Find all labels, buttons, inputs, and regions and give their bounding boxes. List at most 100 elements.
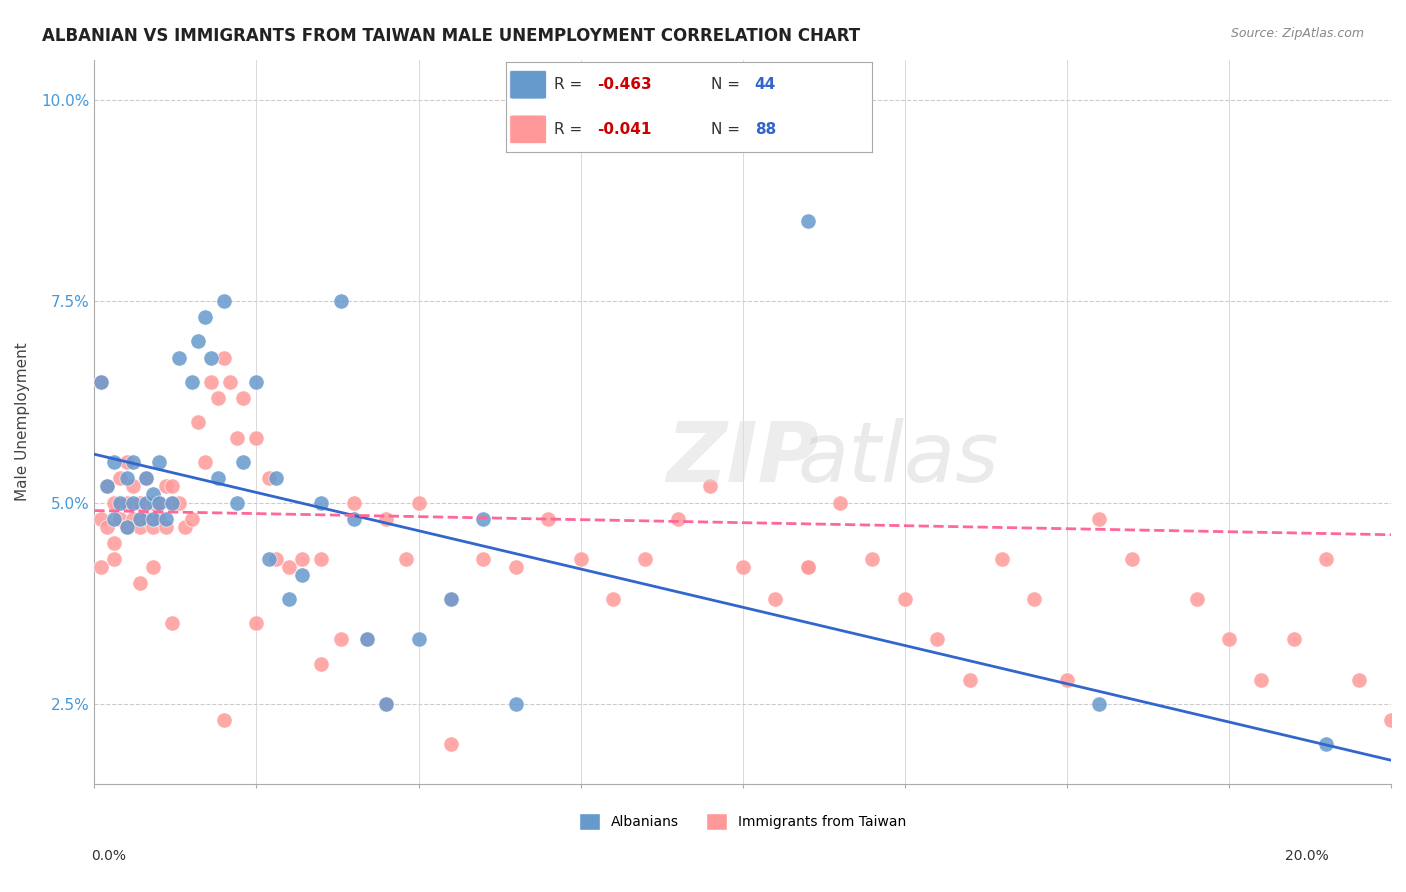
- Point: [343, 511, 366, 525]
- Point: [96, 519, 118, 533]
- Point: [505, 697, 527, 711]
- Text: R =: R =: [554, 122, 586, 136]
- Point: [440, 737, 463, 751]
- Text: -0.463: -0.463: [598, 78, 652, 92]
- Point: [103, 511, 125, 525]
- Point: [135, 511, 157, 525]
- Point: [1282, 632, 1305, 647]
- Point: [264, 552, 287, 566]
- Point: [135, 471, 157, 485]
- Text: 0.0%: 0.0%: [91, 849, 127, 863]
- Text: -0.041: -0.041: [598, 122, 652, 136]
- Point: [90, 511, 112, 525]
- Point: [115, 495, 138, 509]
- Point: [187, 334, 209, 349]
- Point: [148, 495, 170, 509]
- Text: ALBANIAN VS IMMIGRANTS FROM TAIWAN MALE UNEMPLOYMENT CORRELATION CHART: ALBANIAN VS IMMIGRANTS FROM TAIWAN MALE …: [42, 27, 860, 45]
- Point: [329, 294, 352, 309]
- Point: [343, 495, 366, 509]
- Point: [1185, 592, 1208, 607]
- Point: [142, 560, 165, 574]
- Point: [1315, 552, 1337, 566]
- Point: [1024, 592, 1046, 607]
- Point: [356, 632, 378, 647]
- Point: [860, 552, 883, 566]
- Point: [291, 568, 314, 582]
- Point: [245, 375, 267, 389]
- Point: [212, 294, 235, 309]
- Point: [796, 560, 818, 574]
- Point: [128, 576, 150, 591]
- Point: [634, 552, 657, 566]
- Point: [440, 592, 463, 607]
- FancyBboxPatch shape: [510, 70, 547, 99]
- Text: atlas: atlas: [797, 417, 1000, 499]
- Point: [291, 552, 314, 566]
- Point: [309, 495, 332, 509]
- Point: [763, 592, 786, 607]
- Point: [200, 375, 222, 389]
- Point: [96, 479, 118, 493]
- Point: [1088, 511, 1111, 525]
- Point: [828, 495, 851, 509]
- Text: N =: N =: [711, 78, 745, 92]
- Point: [472, 552, 495, 566]
- Point: [148, 455, 170, 469]
- Point: [212, 713, 235, 727]
- Point: [1379, 713, 1402, 727]
- Point: [1315, 737, 1337, 751]
- Text: 20.0%: 20.0%: [1285, 849, 1329, 863]
- Point: [1218, 632, 1240, 647]
- Point: [277, 592, 299, 607]
- Point: [142, 519, 165, 533]
- Point: [193, 455, 215, 469]
- Point: [90, 560, 112, 574]
- Point: [226, 495, 249, 509]
- Text: Source: ZipAtlas.com: Source: ZipAtlas.com: [1230, 27, 1364, 40]
- Point: [160, 495, 183, 509]
- Point: [122, 455, 145, 469]
- Text: R =: R =: [554, 78, 586, 92]
- Point: [212, 351, 235, 365]
- Point: [110, 495, 132, 509]
- Point: [167, 351, 190, 365]
- Point: [259, 552, 281, 566]
- Text: N =: N =: [711, 122, 745, 136]
- FancyBboxPatch shape: [510, 115, 547, 144]
- Point: [927, 632, 949, 647]
- Point: [200, 351, 222, 365]
- Point: [122, 511, 145, 525]
- Point: [142, 511, 165, 525]
- Point: [135, 495, 157, 509]
- Point: [148, 511, 170, 525]
- Point: [259, 471, 281, 485]
- Point: [356, 632, 378, 647]
- Point: [160, 495, 183, 509]
- Point: [122, 495, 145, 509]
- Point: [1121, 552, 1143, 566]
- Point: [128, 511, 150, 525]
- Point: [1347, 673, 1369, 687]
- Point: [1250, 673, 1272, 687]
- Point: [103, 455, 125, 469]
- Point: [128, 519, 150, 533]
- Text: ZIP: ZIP: [666, 417, 818, 499]
- Point: [110, 511, 132, 525]
- Point: [142, 487, 165, 501]
- Point: [115, 455, 138, 469]
- Point: [699, 479, 721, 493]
- Point: [180, 511, 202, 525]
- Point: [505, 560, 527, 574]
- Point: [232, 391, 254, 405]
- Point: [1056, 673, 1078, 687]
- Point: [666, 511, 689, 525]
- Point: [537, 511, 560, 525]
- Point: [103, 552, 125, 566]
- Y-axis label: Male Unemployment: Male Unemployment: [15, 343, 30, 501]
- Point: [180, 375, 202, 389]
- Point: [394, 552, 416, 566]
- Point: [472, 511, 495, 525]
- Point: [103, 536, 125, 550]
- Text: 44: 44: [755, 78, 776, 92]
- Point: [1088, 697, 1111, 711]
